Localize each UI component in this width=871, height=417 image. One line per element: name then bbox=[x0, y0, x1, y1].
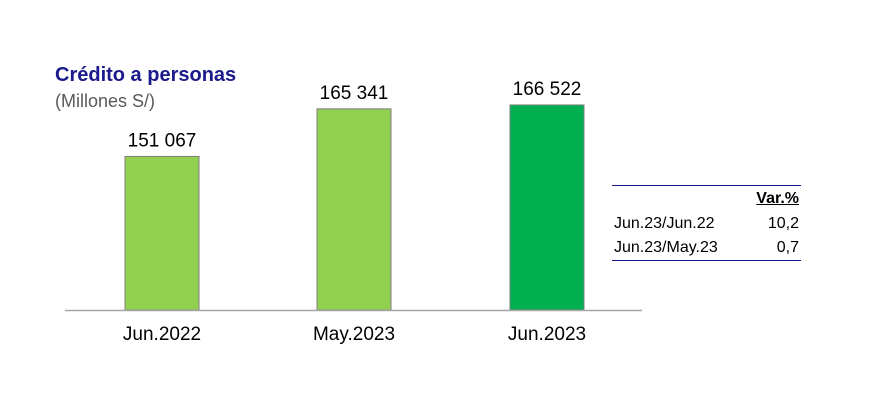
x-tick-label: Jun.2022 bbox=[123, 324, 201, 345]
variation-row-value: 10,2 bbox=[767, 215, 799, 232]
data-label: 165 341 bbox=[320, 83, 389, 104]
variation-table: Var.% Jun.23/Jun.22 10,2 Jun.23/May.23 0… bbox=[612, 185, 801, 261]
x-tick-label: Jun.2023 bbox=[508, 324, 586, 345]
data-label: 166 522 bbox=[513, 79, 582, 100]
variation-header-spacer bbox=[612, 185, 744, 212]
x-tick-label: May.2023 bbox=[313, 324, 395, 345]
variation-row-value: 0,7 bbox=[743, 236, 801, 261]
bar-jun-2023 bbox=[509, 104, 585, 311]
bar-may-2023 bbox=[316, 108, 392, 311]
bar-jun-2022 bbox=[124, 155, 200, 311]
chart-subtitle: (Millones S/) bbox=[55, 91, 156, 111]
chart-title: Crédito a personas bbox=[55, 64, 237, 86]
variation-row-label: Jun.23/May.23 bbox=[612, 236, 744, 261]
variation-header: Var.% bbox=[743, 185, 801, 212]
data-label: 151 067 bbox=[128, 130, 197, 151]
variation-row: Jun.23/Jun.22 10,2 bbox=[612, 212, 801, 236]
variation-row: Jun.23/May.23 0,7 bbox=[612, 236, 801, 261]
variation-row-label: Jun.23/Jun.22 bbox=[614, 215, 715, 232]
